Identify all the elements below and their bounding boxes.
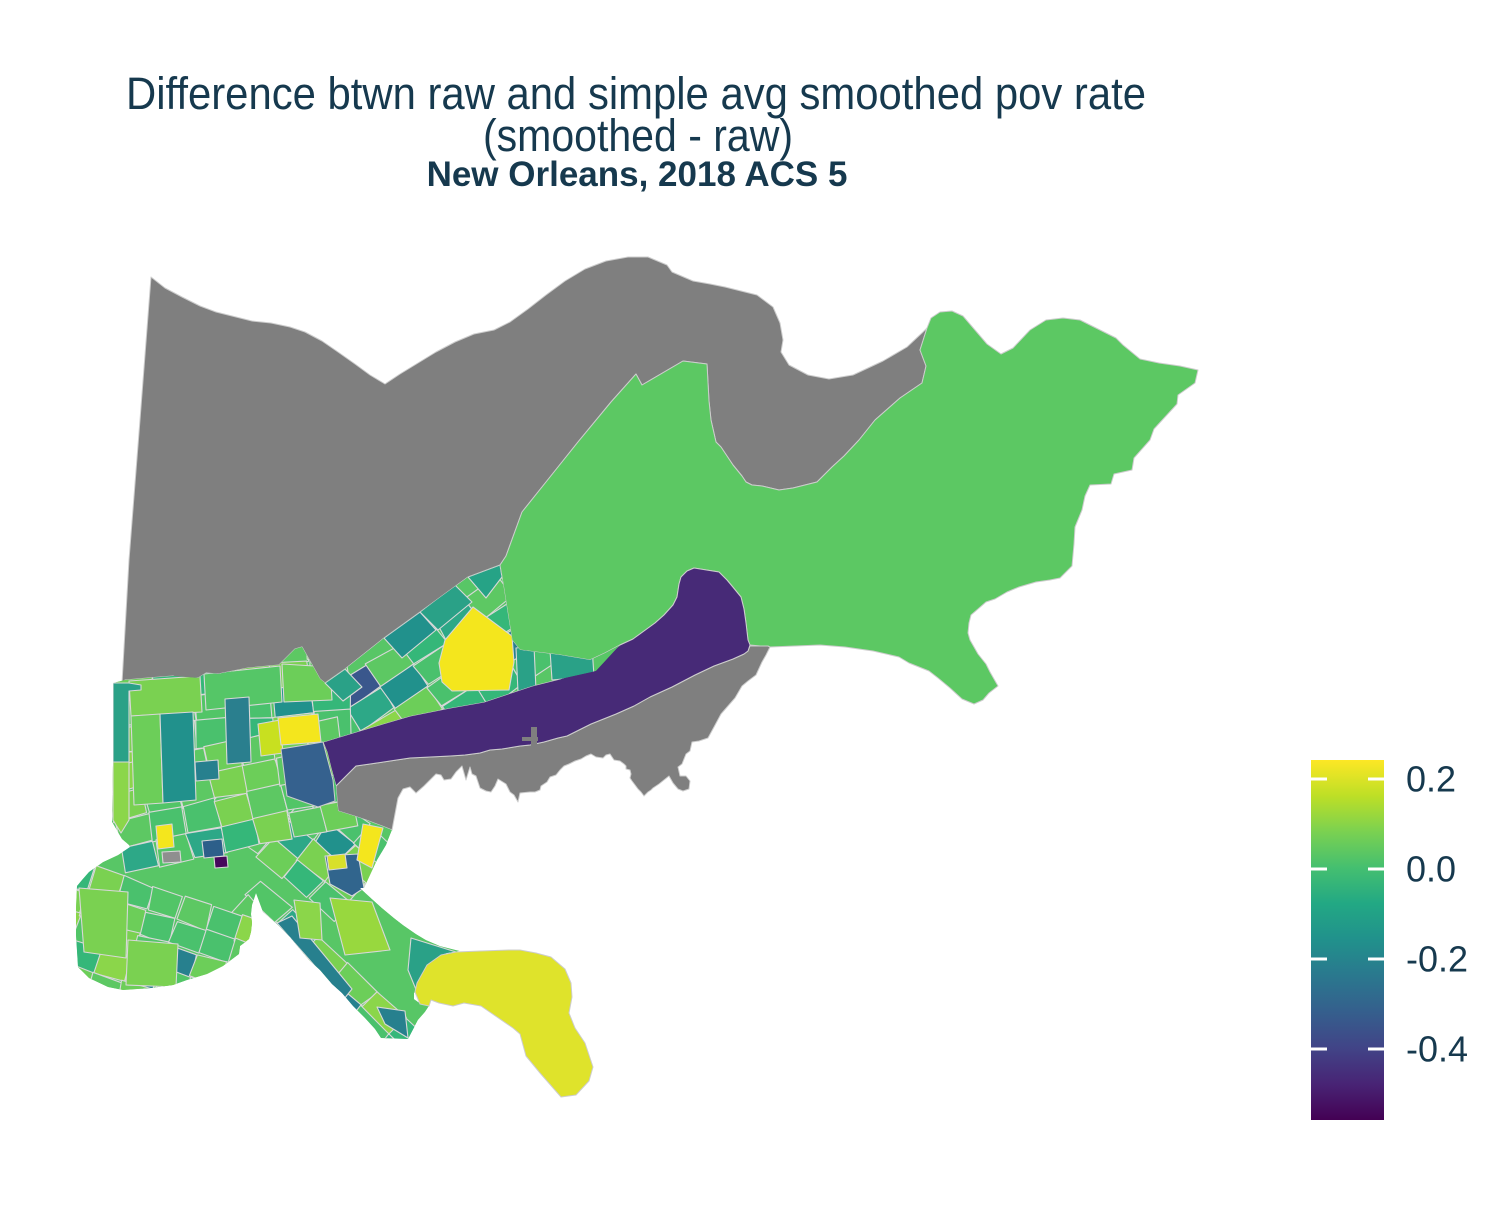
svg-text:(smoothed - raw): (smoothed - raw) <box>483 110 793 161</box>
svg-text:-0.2: -0.2 <box>1406 939 1468 980</box>
svg-text:0.2: 0.2 <box>1406 759 1456 800</box>
svg-text:0.0: 0.0 <box>1406 849 1456 890</box>
svg-text:-0.4: -0.4 <box>1406 1029 1468 1070</box>
svg-text:New Orleans, 2018 ACS 5: New Orleans, 2018 ACS 5 <box>427 155 848 194</box>
svg-text:Difference btwn raw and simple: Difference btwn raw and simple avg smoot… <box>126 68 1146 119</box>
